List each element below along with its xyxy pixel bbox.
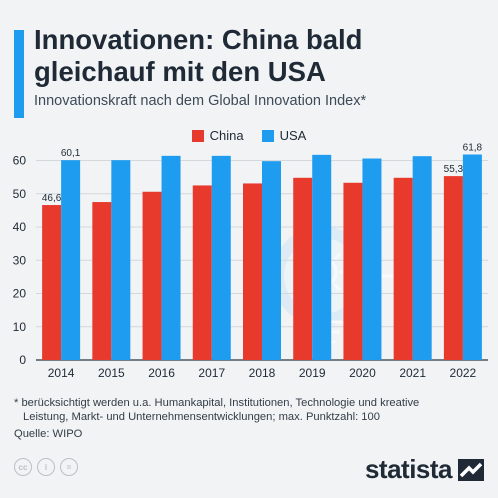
page-title: Innovationen: China bald gleichauf mit d…	[34, 24, 363, 87]
source-note: Quelle: WIPO	[14, 428, 83, 440]
data-label-usa-2022: 61,8	[463, 143, 483, 154]
x-tick-label-2017: 2017	[198, 366, 225, 380]
statista-wordmark: statista	[364, 454, 453, 484]
x-tick-label-2018: 2018	[249, 366, 276, 380]
bar-china-2015	[92, 202, 112, 360]
legend-label-usa: USA	[279, 128, 307, 143]
legend-item-china: China	[191, 128, 244, 143]
license-icons: cc i =	[14, 458, 83, 476]
statista-logo-icon	[458, 458, 484, 481]
bar-china-2022	[443, 176, 463, 360]
bar-china-2021	[393, 177, 413, 360]
y-axis-ticks: 0 10 20 30 40 50 60	[13, 154, 27, 368]
bar-usa-2022	[462, 154, 482, 360]
attribution-icon[interactable]: i	[37, 458, 55, 476]
data-label-china-2022: 55,3	[444, 164, 464, 175]
bar-china-2018	[243, 183, 262, 360]
page-subtitle: Innovationskraft nach dem Global Innovat…	[34, 93, 367, 109]
y-tick-label-0: 0	[19, 353, 26, 367]
y-tick-label-10: 10	[13, 320, 27, 334]
x-tick-label-2016: 2016	[148, 366, 175, 380]
title-accent-bar	[14, 30, 24, 118]
x-tick-label-2021: 2021	[399, 366, 426, 380]
data-label-china-2014: 46,6	[42, 193, 62, 204]
no-derivatives-icon[interactable]: =	[60, 458, 78, 476]
bar-china-2014	[42, 205, 62, 360]
statista-logo[interactable]: statista	[365, 454, 484, 485]
y-tick-label-50: 50	[13, 187, 27, 201]
legend-item-usa: USA	[261, 128, 307, 143]
footnote-line-2: Leistung, Markt- und Unternehmensentwick…	[23, 411, 380, 423]
bar-china-2019	[293, 177, 313, 360]
bar-china-2017	[192, 185, 212, 360]
bar-usa-2017	[211, 155, 231, 360]
footnote-line-1: * berücksichtigt werden u.a. Humankapita…	[14, 397, 420, 409]
legend-swatch-china	[191, 129, 204, 142]
y-tick-label-30: 30	[13, 253, 27, 267]
bar-usa-2015	[111, 160, 131, 360]
x-tick-label-2020: 2020	[349, 366, 376, 380]
data-labels: 46,6 60,1 55,3 61,8	[42, 143, 483, 205]
bar-china-2020	[343, 182, 363, 360]
bar-china-2016	[142, 191, 162, 360]
cc-icon[interactable]: cc	[14, 458, 32, 476]
bar-usa-2019	[312, 154, 332, 360]
footnote: * berücksichtigt werden u.a. Humankapita…	[14, 396, 488, 424]
x-tick-label-2022: 2022	[450, 366, 477, 380]
y-tick-label-60: 60	[13, 154, 27, 168]
x-tick-label-2014: 2014	[48, 366, 75, 380]
y-tick-label-40: 40	[13, 220, 27, 234]
data-label-usa-2014: 60,1	[61, 148, 81, 159]
legend-swatch-usa	[261, 129, 274, 142]
y-tick-label-20: 20	[13, 287, 27, 301]
bar-usa-2020	[362, 158, 382, 360]
bars	[42, 154, 482, 360]
x-tick-label-2019: 2019	[299, 366, 326, 380]
x-axis-ticks: 2014 2015 2016 2017 2018 2019 2020 2021 2022	[48, 366, 477, 380]
chart-legend: China USA	[0, 128, 498, 143]
legend-label-china: China	[209, 128, 244, 143]
bar-usa-2016	[161, 155, 181, 360]
x-tick-label-2015: 2015	[98, 366, 125, 380]
bar-usa-2014	[61, 160, 81, 360]
bar-usa-2018	[262, 161, 281, 360]
bar-usa-2021	[412, 156, 432, 360]
